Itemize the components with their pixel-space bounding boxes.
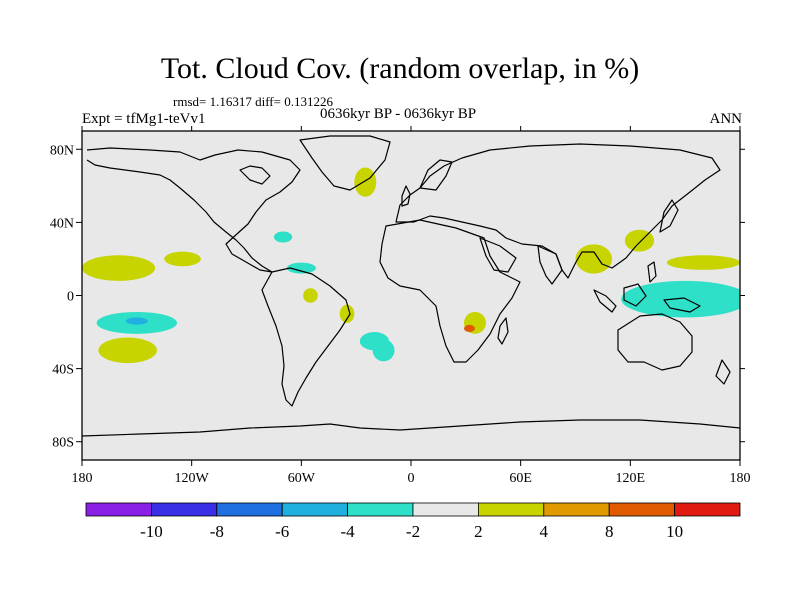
- lon-tick-label: 180: [730, 471, 751, 486]
- colorbar-label: 10: [666, 522, 683, 541]
- coastline-north-america: [86, 147, 301, 273]
- anomaly-patch: [125, 317, 148, 325]
- colorbar-swatch: [150, 502, 218, 517]
- lat-tick-label: 80S: [52, 436, 74, 451]
- colorbar: -10 -8 -6 -4 -2 2 4 8 10: [85, 502, 741, 541]
- colorbar-swatch: [281, 502, 349, 517]
- lon-tick-label: 60W: [288, 471, 316, 486]
- colorbar-label: 4: [540, 522, 549, 541]
- lat-tick-label: 40N: [50, 216, 74, 231]
- colorbar-label: -10: [140, 522, 163, 541]
- anomaly-patch: [372, 339, 395, 362]
- anomaly-patch: [98, 337, 157, 364]
- anomaly-patch: [354, 167, 377, 197]
- map-title: Tot. Cloud Cov. (random overlap, in %): [160, 52, 640, 85]
- anomaly-patch: [464, 324, 475, 333]
- lon-tick-label: 60E: [509, 471, 532, 486]
- coastline-africa: [379, 219, 521, 363]
- period-label: 0636kyr BP - 0636kyr BP: [320, 106, 477, 122]
- experiment-label: Expt = tfMg1-teVv1: [82, 111, 206, 127]
- coastline-india: [537, 245, 563, 285]
- colorbar-label: -2: [406, 522, 420, 541]
- axis-ticks: 180 120W 60W 0 60E 120E 180 80N 40N 0 40S 80S: [50, 126, 751, 486]
- map-panel: [81, 130, 741, 461]
- anomaly-patch: [575, 244, 613, 274]
- anomaly-patch: [164, 251, 201, 267]
- lon-tick-label: 180: [72, 471, 93, 486]
- anomaly-patch: [273, 231, 293, 243]
- lon-tick-label: 120W: [175, 471, 210, 486]
- coastline-madagascar: [497, 317, 509, 345]
- anomaly-layer: [82, 167, 740, 364]
- colorbar-label: -8: [210, 522, 224, 541]
- colorbar-swatch: [674, 502, 741, 517]
- season-label: ANN: [709, 111, 743, 127]
- rmsd-diff-stats: rmsd= 1.16317 diff= 0.131226: [173, 94, 333, 109]
- coastline-borneo: [623, 283, 647, 307]
- coastline-south-america: [261, 267, 351, 407]
- coastline-japan: [659, 199, 679, 233]
- colorbar-label: -4: [341, 522, 356, 541]
- lat-tick-label: 0: [67, 290, 74, 305]
- lat-tick-label: 40S: [52, 363, 74, 378]
- coastline-eurasia: [395, 143, 721, 279]
- coastlines: [82, 135, 740, 437]
- colorbar-label: 2: [474, 522, 483, 541]
- anomaly-patch: [82, 255, 156, 281]
- colorbar-label: -6: [275, 522, 289, 541]
- colorbar-swatch: [477, 502, 545, 517]
- coastline-sumatra: [593, 289, 617, 313]
- colorbar-swatch: [216, 502, 283, 517]
- coastline-philippines: [647, 261, 657, 283]
- anomaly-patch: [666, 255, 740, 270]
- lon-tick-label: 0: [408, 471, 415, 486]
- anomaly-patch: [339, 304, 355, 323]
- colorbar-swatch: [608, 502, 676, 517]
- anomaly-patch: [286, 262, 316, 274]
- colorbar-swatch: [543, 502, 610, 517]
- coastline-scandinavia: [419, 159, 453, 191]
- coastline-new-guinea: [663, 297, 701, 313]
- anomaly-patch: [621, 280, 740, 318]
- coastline-greenland: [299, 135, 391, 191]
- colorbar-swatch: [412, 502, 479, 517]
- colorbar-label: 8: [605, 522, 614, 541]
- coastline-australia: [617, 313, 693, 371]
- colorbar-swatch: [85, 502, 152, 517]
- colorbar-swatch: [347, 502, 414, 517]
- lon-tick-label: 120E: [616, 471, 646, 486]
- coastline-antarctica: [82, 419, 740, 437]
- coastline-arabia: [479, 237, 517, 273]
- lat-tick-label: 80N: [50, 143, 74, 158]
- coastline-uk: [401, 185, 411, 207]
- anomaly-patch: [303, 288, 318, 303]
- coastline-new-zealand: [715, 359, 731, 385]
- coastline-hudson-bay: [239, 165, 271, 185]
